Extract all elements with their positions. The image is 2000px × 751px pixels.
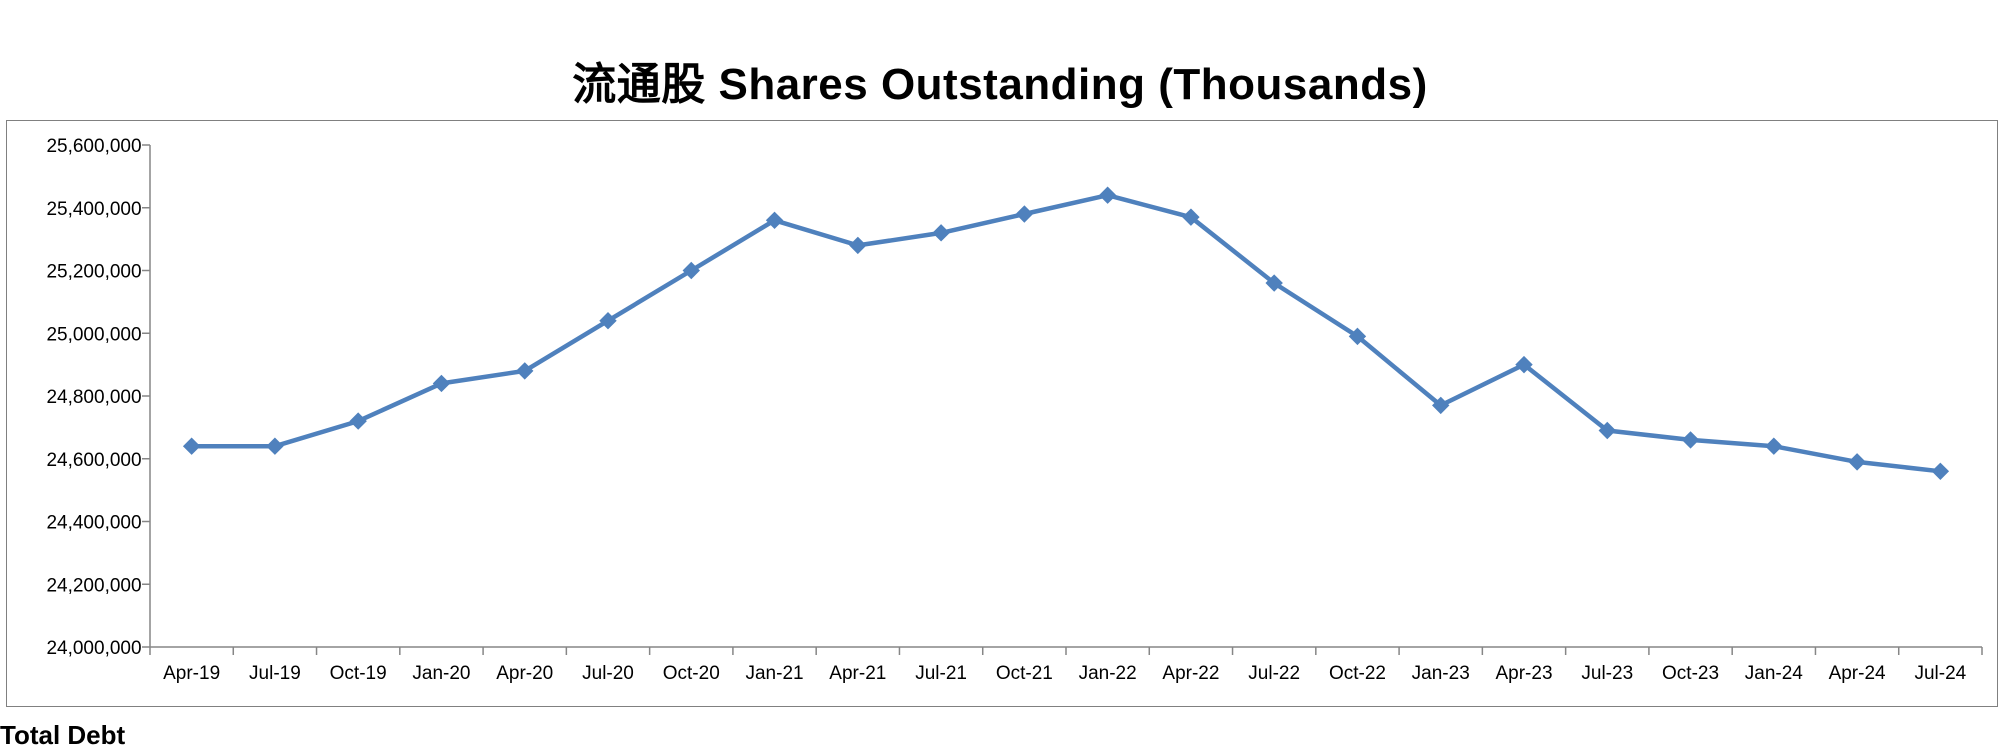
data-point-marker <box>1848 453 1866 471</box>
y-tick-label: 24,000,000 <box>46 638 141 659</box>
y-tick-label: 25,200,000 <box>46 262 141 283</box>
data-point-marker <box>599 311 617 330</box>
x-tick-label: Jan-23 <box>1412 663 1470 684</box>
x-tick-label: Jan-20 <box>412 663 470 684</box>
data-point-marker <box>1182 208 1200 226</box>
x-tick-label: Jul-23 <box>1581 663 1633 684</box>
data-point-marker <box>1598 421 1616 440</box>
data-point-marker <box>682 261 700 280</box>
data-point-marker <box>765 211 784 230</box>
x-tick-label: Jan-24 <box>1745 663 1804 684</box>
data-point-marker <box>349 412 367 430</box>
data-point-marker <box>516 362 534 380</box>
chart-frame <box>6 120 1998 707</box>
y-tick-label: 24,200,000 <box>46 575 141 596</box>
y-tick-label: 24,400,000 <box>46 513 141 534</box>
x-tick-label: Apr-22 <box>1162 663 1219 684</box>
x-tick-label: Jan-22 <box>1079 663 1137 684</box>
x-tick-label: Apr-19 <box>163 663 220 684</box>
x-tick-label: Oct-22 <box>1329 663 1386 684</box>
x-tick-label: Jul-20 <box>582 663 634 684</box>
chart-title: 流通股 Shares Outstanding (Thousands) <box>572 60 1428 109</box>
x-tick-label: Oct-19 <box>330 663 387 684</box>
x-tick-label: Jul-19 <box>249 663 301 684</box>
chart-plot: 24,000,000 24,200,000 24,400,000 24,600,000… <box>46 136 1983 684</box>
x-tick-label: Apr-21 <box>829 663 886 684</box>
data-point-marker <box>1681 431 1700 449</box>
data-point-marker <box>432 374 451 393</box>
data-point-marker <box>1515 355 1533 374</box>
chart-container: 流通股 Shares Outstanding (Thousands) 24,00… <box>0 60 1998 750</box>
footer-label: Total Debt <box>0 720 126 750</box>
data-point-marker <box>849 236 867 255</box>
data-point-marker <box>1098 186 1117 204</box>
y-tick-label: 24,800,000 <box>46 387 141 408</box>
data-point-marker <box>1265 274 1283 292</box>
y-tick-label: 24,600,000 <box>46 450 141 471</box>
data-point-marker <box>1348 327 1367 346</box>
x-tick-label: Oct-21 <box>996 663 1053 684</box>
x-tick-label: Jul-21 <box>915 663 967 684</box>
data-point-marker <box>932 224 950 242</box>
data-point-marker <box>1432 396 1450 415</box>
data-point-marker <box>1765 437 1783 455</box>
x-tick-label: Jan-21 <box>745 663 803 684</box>
y-tick-label: 25,400,000 <box>46 199 141 220</box>
x-tick-label: Jul-22 <box>1248 663 1300 684</box>
x-tick-label: Oct-20 <box>663 663 720 684</box>
x-tick-label: Apr-20 <box>496 663 553 684</box>
y-tick-label: 25,000,000 <box>46 324 141 345</box>
data-point-marker <box>182 437 201 455</box>
x-tick-label: Apr-23 <box>1495 663 1552 684</box>
x-tick-label: Apr-24 <box>1829 663 1886 684</box>
data-point-marker <box>1931 462 1950 481</box>
series-line <box>191 192 1941 474</box>
y-tick-label: 25,600,000 <box>46 136 141 157</box>
data-point-marker <box>266 437 284 455</box>
data-point-marker <box>1015 205 1034 223</box>
x-tick-label: Jul-24 <box>1914 663 1966 684</box>
x-tick-label: Oct-23 <box>1662 663 1719 684</box>
